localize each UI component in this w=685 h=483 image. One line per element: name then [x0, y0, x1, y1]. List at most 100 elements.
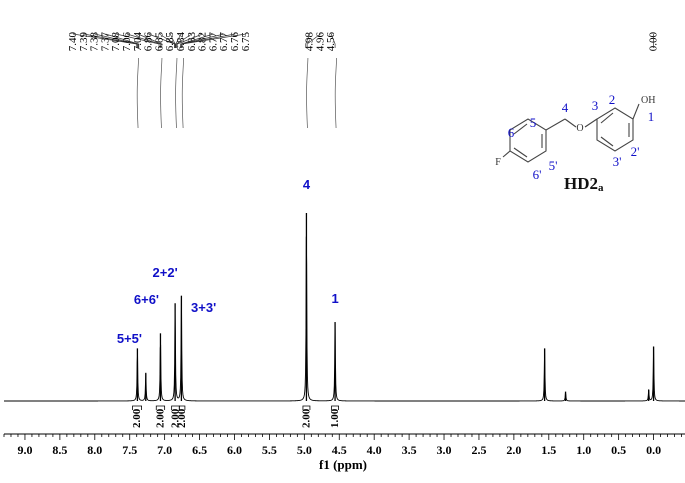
- x-tick-label: 9.0: [17, 443, 32, 457]
- ring-double-bond: [513, 123, 528, 135]
- atom-number-4: 4: [562, 100, 569, 115]
- shift-leader-line: [305, 33, 310, 48]
- integrals: 2.00 2.00 2.002.00 2.00 1.00: [131, 57, 341, 428]
- shift-leader-line: [330, 33, 336, 48]
- shift-label: 4.98: [304, 32, 316, 52]
- shift-leader-line: [175, 33, 182, 48]
- compound-name: HD2: [564, 174, 598, 193]
- shift-label: 7.39: [78, 32, 90, 52]
- x-tick-label: 5.0: [297, 443, 312, 457]
- atom-number-6: 6: [508, 125, 515, 140]
- integral-value: 2.00: [300, 408, 312, 428]
- spectrum-trace: [4, 213, 685, 402]
- ch2-o-bond: [564, 118, 577, 128]
- shift-label: 7.08: [110, 32, 122, 52]
- atom-number-6-prime: 6': [533, 167, 542, 182]
- x-tick-label: 0.0: [646, 443, 661, 457]
- integral-curve: [175, 57, 178, 129]
- fluorophenyl-ring: [509, 118, 547, 163]
- shift-label: 4.56: [325, 32, 337, 52]
- x-tick-label: 3.5: [402, 443, 417, 457]
- ring-double-bond: [600, 136, 614, 147]
- x-tick-label: 2.5: [471, 443, 486, 457]
- integral-value: 2.00: [176, 408, 188, 428]
- atom-number-5-prime: 5': [549, 158, 558, 173]
- integral-curve: [334, 57, 337, 129]
- ring-double-bond: [600, 112, 614, 124]
- shift-label: 7.04: [132, 32, 144, 52]
- x-tick-label: 6.5: [192, 443, 207, 457]
- shift-leader-line: [180, 33, 225, 48]
- shift-label: 6.75: [240, 31, 252, 51]
- shift-leader-line: [181, 33, 246, 48]
- shift-label: 6.77: [207, 32, 219, 52]
- c-f-bond: [502, 150, 511, 158]
- peak-annotation: 6+6': [134, 292, 159, 307]
- shift-leader-line: [176, 33, 203, 48]
- shift-label: 6.85: [164, 32, 176, 52]
- integral-bracket: [155, 405, 166, 410]
- shift-leader-line: [169, 33, 176, 48]
- integral-bracket: [302, 405, 311, 410]
- phenol-ring: [596, 107, 634, 152]
- shift-leader-line: [105, 33, 140, 48]
- shift-label: 7.40: [67, 32, 79, 52]
- integral-curve: [160, 57, 163, 129]
- atom-number-5: 5: [530, 115, 537, 130]
- fluorine-atom: F: [495, 157, 501, 168]
- shift-label: 6.85: [153, 32, 165, 52]
- integral-bracket: [132, 405, 142, 410]
- peak-annotation: 5+5': [117, 331, 142, 346]
- shift-leader-line: [126, 33, 161, 48]
- c-oh-bond: [632, 103, 640, 120]
- oxygen-atom: O: [576, 123, 583, 134]
- x-tick-label: 4.5: [332, 443, 347, 457]
- peak-annotation: 4: [303, 177, 311, 192]
- shift-leader-line: [181, 33, 236, 48]
- x-tick-label: 2.0: [506, 443, 521, 457]
- atom-number-2-prime: 2': [631, 144, 640, 159]
- peak-annotation: 2+2': [153, 265, 178, 280]
- o-ring-bond: [584, 118, 598, 128]
- integral-curve: [306, 57, 309, 129]
- structure-labels: F O OH 1 2 2' 3 3' 4 5 5' 6 6' HD2a: [495, 92, 655, 194]
- integral-curve: [181, 57, 184, 129]
- integral-bracket: [331, 405, 339, 410]
- atom-number-1: 1: [648, 109, 655, 124]
- x-tick-label: 0.5: [611, 443, 626, 457]
- integral-value: 2.00: [131, 408, 143, 428]
- shift-label: 7.38: [89, 32, 101, 52]
- shift-leader-line: [137, 33, 163, 48]
- x-tick-label: 4.0: [367, 443, 382, 457]
- x-tick-label: 3.0: [437, 443, 452, 457]
- integral-value: 2.00: [154, 408, 166, 428]
- x-tick-label: 7.0: [157, 443, 172, 457]
- peak-annotation: 3+3': [191, 300, 216, 315]
- peak-annotation: 1: [331, 291, 338, 306]
- shift-leader-line: [116, 33, 160, 48]
- x-tick-label: 6.0: [227, 443, 242, 457]
- shift-label: 7.06: [121, 32, 133, 52]
- x-tick-label: 1.0: [576, 443, 591, 457]
- x-axis: 9.0 8.5 8.0 7.5 7.0 6.5 6.0 5.5 5.0 4.5 4.0 3.5 3.0 2…: [3, 433, 685, 457]
- x-tick-label: 7.5: [122, 443, 137, 457]
- shift-leader-line: [148, 33, 175, 48]
- shift-label: 6.82: [197, 32, 209, 51]
- compound-subscript: a: [598, 182, 604, 194]
- spectrum-line: [4, 236, 685, 402]
- ring-double-bond: [513, 147, 528, 158]
- x-axis-label: f1 (ppm): [319, 457, 367, 472]
- shift-label: 6.86: [143, 32, 155, 52]
- integral-bracket: [178, 405, 186, 410]
- shift-leader-line: [306, 33, 321, 48]
- hydroxyl-group: OH: [641, 95, 655, 106]
- atom-number-3-prime: 3': [613, 154, 622, 169]
- x-tick-label: 1.5: [541, 443, 556, 457]
- integral-value: 1.00: [329, 408, 341, 428]
- atom-number-3: 3: [592, 98, 599, 113]
- atom-number-2: 2: [609, 92, 616, 107]
- integral-curve: [136, 57, 139, 129]
- shift-leader-line: [176, 33, 192, 48]
